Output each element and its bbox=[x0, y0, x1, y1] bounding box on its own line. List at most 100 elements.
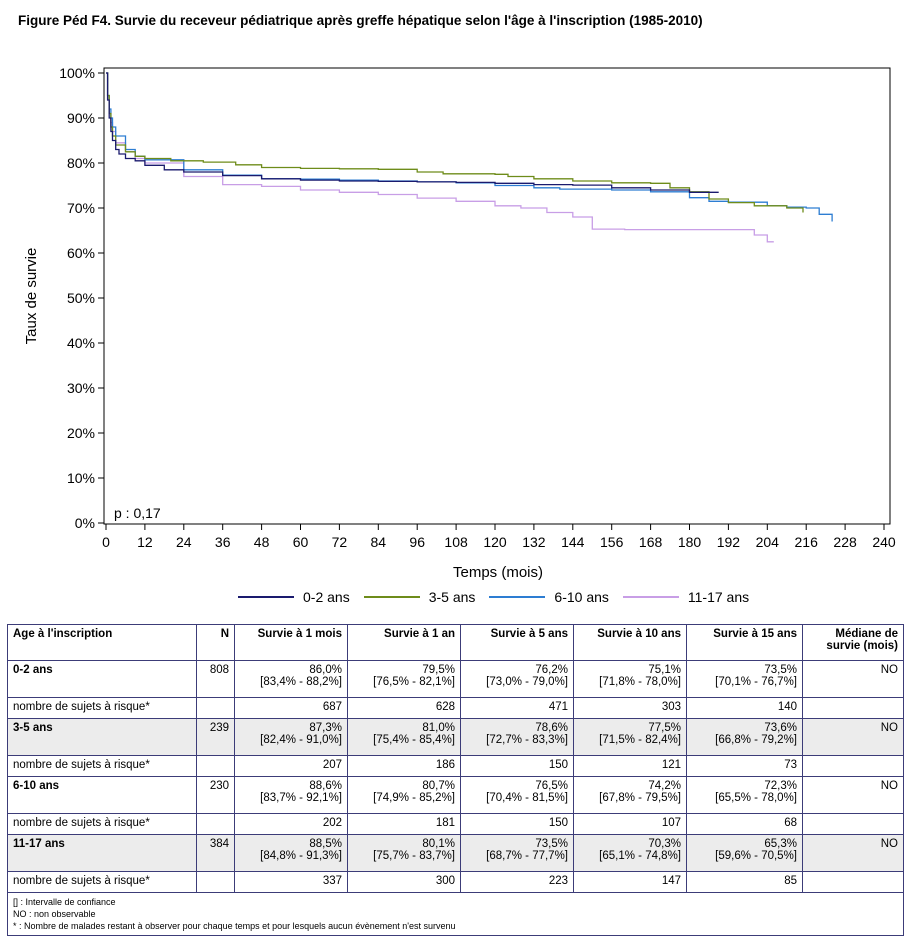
confidence-interval: [67,8% - 79,5%] bbox=[599, 792, 681, 804]
footnote-ci: [] : Intervalle de confiance bbox=[13, 897, 116, 907]
risk-count: 107 bbox=[573, 813, 687, 835]
legend-label: 11-17 ans bbox=[687, 589, 750, 605]
x-tick-label: 204 bbox=[756, 534, 780, 550]
survival-cell: 75,1% [71,8% - 78,0%] bbox=[573, 660, 687, 698]
survival-value: 88,6% bbox=[309, 780, 342, 792]
risk-count: 471 bbox=[460, 697, 574, 719]
x-tick-label: 120 bbox=[483, 534, 507, 550]
median-value: NO bbox=[802, 660, 904, 698]
table-row: 0-2 ans 808 86,0% [83,4% - 88,2%] 79,5% [76,5… bbox=[7, 660, 904, 698]
plot-frame bbox=[103, 67, 891, 525]
empty-cell bbox=[802, 871, 904, 893]
confidence-interval: [84,8% - 91,3%] bbox=[260, 850, 342, 862]
empty-cell bbox=[196, 697, 235, 719]
survival-value: 80,7% bbox=[422, 780, 455, 792]
survival-cell: 79,5% [76,5% - 82,1%] bbox=[347, 660, 461, 698]
risk-row: nombre de sujets à risque* 207 186 150 121 73 bbox=[7, 755, 904, 777]
x-tick-label: 228 bbox=[833, 534, 857, 550]
risk-count: 150 bbox=[460, 813, 574, 835]
survival-value: 73,5% bbox=[764, 664, 797, 676]
y-tick-label: 50% bbox=[67, 290, 95, 306]
survival-cell: 65,3% [59,6% - 70,5%] bbox=[686, 834, 803, 872]
legend-swatch bbox=[238, 596, 294, 598]
empty-cell bbox=[196, 755, 235, 777]
survival-cell: 80,7% [74,9% - 85,2%] bbox=[347, 776, 461, 814]
survival-cell: 70,3% [65,1% - 74,8%] bbox=[573, 834, 687, 872]
y-tick-label: 20% bbox=[67, 425, 95, 441]
empty-cell bbox=[196, 871, 235, 893]
risk-count: 147 bbox=[573, 871, 687, 893]
survival-cell: 76,2% [73,0% - 79,0%] bbox=[460, 660, 574, 698]
legend-label: 3-5 ans bbox=[428, 589, 476, 605]
risk-label: nombre de sujets à risque* bbox=[7, 871, 197, 893]
confidence-interval: [71,8% - 78,0%] bbox=[599, 676, 681, 688]
risk-row: nombre de sujets à risque* 687 628 471 303 14… bbox=[7, 697, 904, 719]
risk-count: 202 bbox=[234, 813, 348, 835]
confidence-interval: [66,8% - 79,2%] bbox=[715, 734, 797, 746]
survival-value: 80,1% bbox=[422, 838, 455, 850]
series-line-11-17-ans bbox=[106, 72, 774, 243]
header-median: Médiane de survie (mois) bbox=[802, 624, 904, 661]
x-tick-label: 48 bbox=[254, 534, 270, 550]
risk-count: 223 bbox=[460, 871, 574, 893]
risk-count: 186 bbox=[347, 755, 461, 777]
legend-label: 6-10 ans bbox=[554, 589, 609, 605]
survival-value: 79,5% bbox=[422, 664, 455, 676]
survival-cell: 87,3% [82,4% - 91,0%] bbox=[234, 718, 348, 756]
y-tick-label: 100% bbox=[59, 65, 95, 81]
survival-value: 76,5% bbox=[535, 780, 568, 792]
group-name: 11-17 ans bbox=[7, 834, 197, 872]
risk-count: 140 bbox=[686, 697, 803, 719]
survival-cell: 73,5% [70,1% - 76,7%] bbox=[686, 660, 803, 698]
survival-cell: 88,5% [84,8% - 91,3%] bbox=[234, 834, 348, 872]
empty-cell bbox=[802, 755, 904, 777]
legend-item: 11-17 ans bbox=[622, 589, 750, 605]
p-value-annotation: p : 0,17 bbox=[114, 505, 161, 521]
series-line-3-5-ans bbox=[106, 72, 804, 213]
y-tick-label: 90% bbox=[67, 110, 95, 126]
footnote-no: NO : non observable bbox=[13, 909, 96, 919]
group-name: 6-10 ans bbox=[7, 776, 197, 814]
risk-label: nombre de sujets à risque* bbox=[7, 697, 197, 719]
y-tick-label: 10% bbox=[67, 470, 95, 486]
x-tick-label: 240 bbox=[872, 534, 896, 550]
table-row: 11-17 ans 384 88,5% [84,8% - 91,3%] 80,1% [75… bbox=[7, 834, 904, 872]
confidence-interval: [70,4% - 81,5%] bbox=[486, 792, 568, 804]
y-tick-label: 60% bbox=[67, 245, 95, 261]
x-tick-label: 84 bbox=[371, 534, 387, 550]
median-value: NO bbox=[802, 834, 904, 872]
confidence-interval: [68,7% - 77,7%] bbox=[486, 850, 568, 862]
confidence-interval: [75,7% - 83,7%] bbox=[373, 850, 455, 862]
x-tick-label: 24 bbox=[176, 534, 192, 550]
confidence-interval: [83,7% - 92,1%] bbox=[260, 792, 342, 804]
header-5-years: Survie à 5 ans bbox=[460, 624, 574, 661]
group-name: 0-2 ans bbox=[7, 660, 197, 698]
y-tick-label: 30% bbox=[67, 380, 95, 396]
survival-cell: 73,5% [68,7% - 77,7%] bbox=[460, 834, 574, 872]
x-tick-label: 12 bbox=[137, 534, 153, 550]
legend-swatch bbox=[489, 596, 546, 598]
empty-cell bbox=[802, 697, 904, 719]
risk-count: 121 bbox=[573, 755, 687, 777]
survival-cell: 74,2% [67,8% - 79,5%] bbox=[573, 776, 687, 814]
risk-row: nombre de sujets à risque* 337 300 223 147 85 bbox=[7, 871, 904, 893]
risk-count: 303 bbox=[573, 697, 687, 719]
x-axis: 0 12 24 36 48 60 72 84 96 108 120 132 144 156 168 180 19… bbox=[102, 524, 896, 550]
survival-cell: 86,0% [83,4% - 88,2%] bbox=[234, 660, 348, 698]
x-tick-label: 0 bbox=[102, 534, 110, 550]
header-15-years: Survie à 15 ans bbox=[686, 624, 803, 661]
survival-cell: 76,5% [70,4% - 81,5%] bbox=[460, 776, 574, 814]
median-value: NO bbox=[802, 776, 904, 814]
survival-cell: 73,6% [66,8% - 79,2%] bbox=[686, 718, 803, 756]
x-tick-label: 72 bbox=[332, 534, 348, 550]
confidence-interval: [70,1% - 76,7%] bbox=[715, 676, 797, 688]
legend-item: 0-2 ans bbox=[238, 589, 350, 605]
legend-swatch bbox=[363, 596, 420, 598]
survival-cell: 81,0% [75,4% - 85,4%] bbox=[347, 718, 461, 756]
risk-count: 150 bbox=[460, 755, 574, 777]
risk-count: 181 bbox=[347, 813, 461, 835]
survival-value: 73,6% bbox=[764, 722, 797, 734]
survival-value: 70,3% bbox=[648, 838, 681, 850]
confidence-interval: [73,0% - 79,0%] bbox=[486, 676, 568, 688]
x-tick-label: 96 bbox=[409, 534, 425, 550]
